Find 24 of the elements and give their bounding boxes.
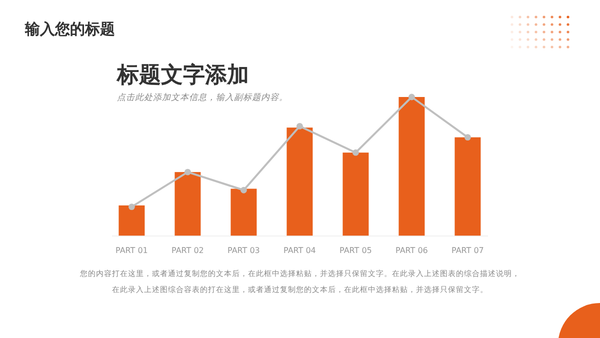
bar	[286, 128, 313, 236]
x-tick-label: PART 01	[116, 246, 148, 255]
point	[408, 94, 415, 100]
x-tick-label: PART 04	[284, 246, 316, 255]
bar	[454, 137, 481, 236]
bar	[398, 97, 425, 236]
point	[128, 204, 135, 210]
bar	[118, 205, 145, 236]
text: 输入您的标题	[24, 20, 115, 38]
chart-title: 标题文字添加	[116, 62, 249, 88]
point	[296, 122, 303, 130]
point	[240, 186, 247, 194]
x-tick-label: PART 03	[228, 246, 260, 255]
bar	[230, 188, 257, 236]
bar	[342, 152, 369, 236]
x-tick-label: PART 05	[340, 246, 372, 255]
point	[464, 134, 471, 141]
point	[184, 168, 191, 176]
bar	[174, 172, 201, 236]
x-tick-label: PART 06	[396, 246, 428, 255]
chart-subtitle: 点击此处添加文本信息，输入副标题内容。	[117, 92, 288, 103]
point	[352, 149, 359, 156]
x-tick-label: PART 07	[452, 246, 484, 255]
x-tick-label: PART 02	[172, 246, 204, 255]
